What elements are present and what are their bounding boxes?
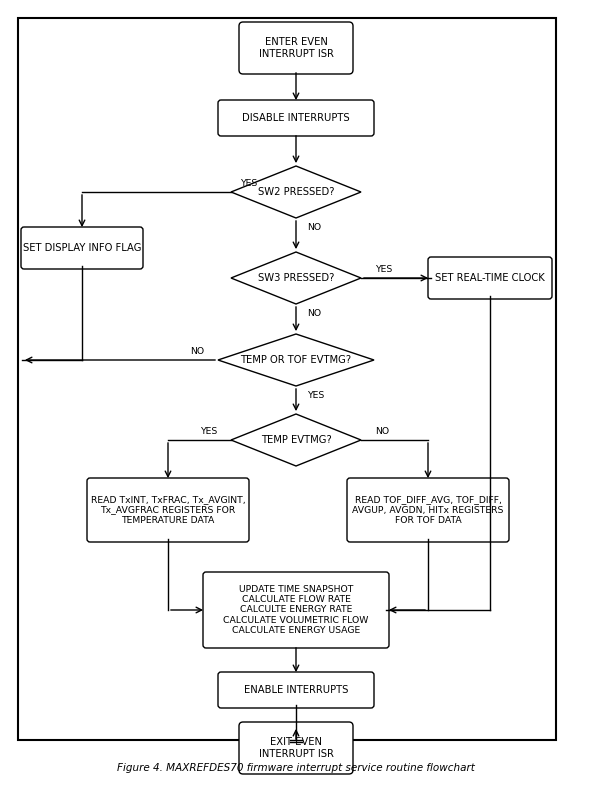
Text: ENTER EVEN
INTERRUPT ISR: ENTER EVEN INTERRUPT ISR — [259, 37, 333, 59]
Text: YES: YES — [200, 427, 217, 437]
Text: YES: YES — [375, 265, 392, 275]
FancyBboxPatch shape — [239, 22, 353, 74]
Text: TEMP OR TOF EVTMG?: TEMP OR TOF EVTMG? — [240, 355, 352, 365]
FancyBboxPatch shape — [21, 227, 143, 269]
Polygon shape — [218, 334, 374, 386]
Text: SW3 PRESSED?: SW3 PRESSED? — [258, 273, 334, 283]
Text: SET REAL-TIME CLOCK: SET REAL-TIME CLOCK — [435, 273, 545, 283]
Text: SET DISPLAY INFO FLAG: SET DISPLAY INFO FLAG — [22, 243, 141, 253]
Text: NO: NO — [307, 223, 321, 233]
Text: EXIT EVEN
INTERRUPT ISR: EXIT EVEN INTERRUPT ISR — [259, 737, 333, 759]
Text: NO: NO — [307, 310, 321, 318]
Polygon shape — [231, 166, 361, 218]
Text: NO: NO — [375, 427, 389, 437]
FancyBboxPatch shape — [347, 478, 509, 542]
Polygon shape — [231, 414, 361, 466]
Text: DISABLE INTERRUPTS: DISABLE INTERRUPTS — [242, 113, 350, 123]
FancyBboxPatch shape — [218, 672, 374, 708]
FancyBboxPatch shape — [428, 257, 552, 299]
FancyBboxPatch shape — [87, 478, 249, 542]
FancyBboxPatch shape — [218, 100, 374, 136]
Text: READ TOF_DIFF_AVG, TOF_DIFF,
AVGUP, AVGDN, HITx REGISTERS
FOR TOF DATA: READ TOF_DIFF_AVG, TOF_DIFF, AVGUP, AVGD… — [352, 495, 504, 525]
Text: YES: YES — [307, 391, 324, 400]
Text: UPDATE TIME SNAPSHOT
CALCULATE FLOW RATE
CALCULTE ENERGY RATE
CALCULATE VOLUMETR: UPDATE TIME SNAPSHOT CALCULATE FLOW RATE… — [223, 584, 369, 635]
Text: READ TxINT, TxFRAC, Tx_AVGINT,
Tx_AVGFRAC REGISTERS FOR
TEMPERATURE DATA: READ TxINT, TxFRAC, Tx_AVGINT, Tx_AVGFRA… — [91, 495, 245, 525]
Text: NO: NO — [190, 348, 204, 357]
FancyBboxPatch shape — [203, 572, 389, 648]
FancyBboxPatch shape — [239, 722, 353, 774]
Text: Figure 4. MAXREFDES70 firmware interrupt service routine flowchart: Figure 4. MAXREFDES70 firmware interrupt… — [117, 763, 475, 773]
Text: TEMP EVTMG?: TEMP EVTMG? — [260, 435, 332, 445]
Text: ENABLE INTERRUPTS: ENABLE INTERRUPTS — [244, 685, 348, 695]
Text: YES: YES — [240, 179, 258, 188]
Text: SW2 PRESSED?: SW2 PRESSED? — [258, 187, 334, 197]
Polygon shape — [231, 252, 361, 304]
